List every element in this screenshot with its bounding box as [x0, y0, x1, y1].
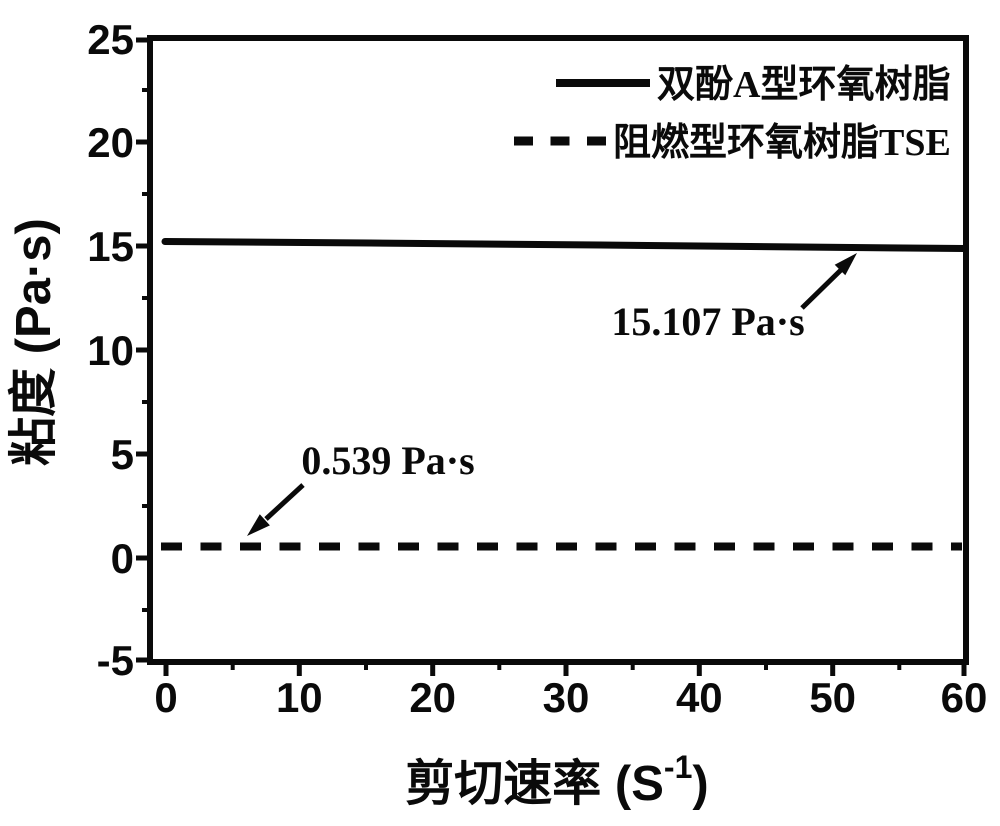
x-axis-title-close: )	[692, 757, 708, 811]
annotation-dashed-value: 0.539 Pa·s	[301, 438, 474, 483]
y-tick-label-0: 0	[111, 535, 134, 582]
x-tick-label-40: 40	[676, 674, 723, 721]
series-bisphenol-a-line	[161, 238, 968, 252]
x-tick-label-20: 20	[409, 674, 456, 721]
y-axis-major-ticks	[136, 37, 150, 663]
annotation-solid-line: 15.107 Pa·s	[611, 253, 857, 344]
x-axis-title: 剪切速率 (S-1)	[405, 749, 708, 811]
y-tick-label-25: 25	[87, 16, 134, 63]
annotation-dashed-arrow-shaft	[264, 483, 305, 521]
legend: 双酚A型环氧树脂 阻燃型环氧树脂TSE	[514, 64, 951, 164]
x-tick-label-30: 30	[543, 674, 590, 721]
x-tick-label-60: 60	[941, 674, 988, 721]
y-axis-title: 粘度 (Pa·s)	[7, 218, 61, 466]
y-axis-minor-ticks	[142, 88, 150, 612]
x-tick-label-10: 10	[276, 674, 323, 721]
legend-label-bisphenol-a: 双酚A型环氧树脂	[657, 64, 950, 106]
y-tick-label-15: 15	[87, 223, 134, 270]
x-axis-title-base: 剪切速率 (S	[405, 757, 664, 811]
y-tick-label-5: 5	[111, 431, 134, 478]
x-axis-major-ticks	[163, 662, 967, 676]
x-axis-title-superscript: -1	[664, 749, 692, 785]
y-tick-label-neg5: -5	[97, 637, 134, 684]
y-tick-label-10: 10	[87, 327, 134, 374]
x-axis-minor-ticks	[230, 662, 902, 670]
annotation-solid-value: 15.107 Pa·s	[611, 299, 804, 344]
annotation-dashed-arrowhead-icon	[247, 514, 270, 536]
x-tick-label-50: 50	[809, 674, 856, 721]
x-tick-label-0: 0	[154, 674, 177, 721]
annotation-dashed-line: 0.539 Pa·s	[247, 438, 475, 536]
legend-label-tse: 阻燃型环氧树脂TSE	[613, 122, 951, 164]
annotation-solid-arrowhead-icon	[834, 253, 857, 276]
y-tick-label-20: 20	[87, 119, 134, 166]
annotation-solid-arrow-shaft	[800, 266, 845, 310]
